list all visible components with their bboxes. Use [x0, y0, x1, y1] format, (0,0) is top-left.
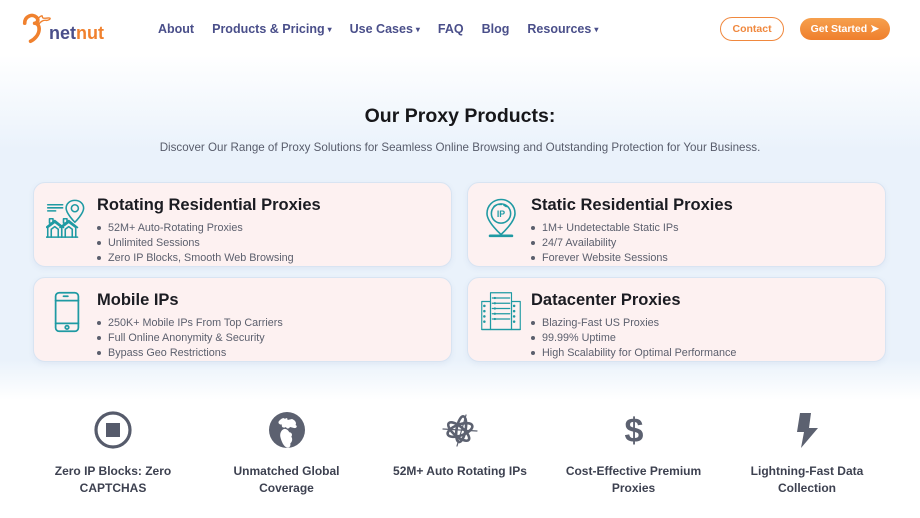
svg-text:IP: IP: [497, 209, 505, 219]
svg-text:netnut: netnut: [49, 23, 104, 43]
svg-text:$: $: [624, 412, 643, 450]
